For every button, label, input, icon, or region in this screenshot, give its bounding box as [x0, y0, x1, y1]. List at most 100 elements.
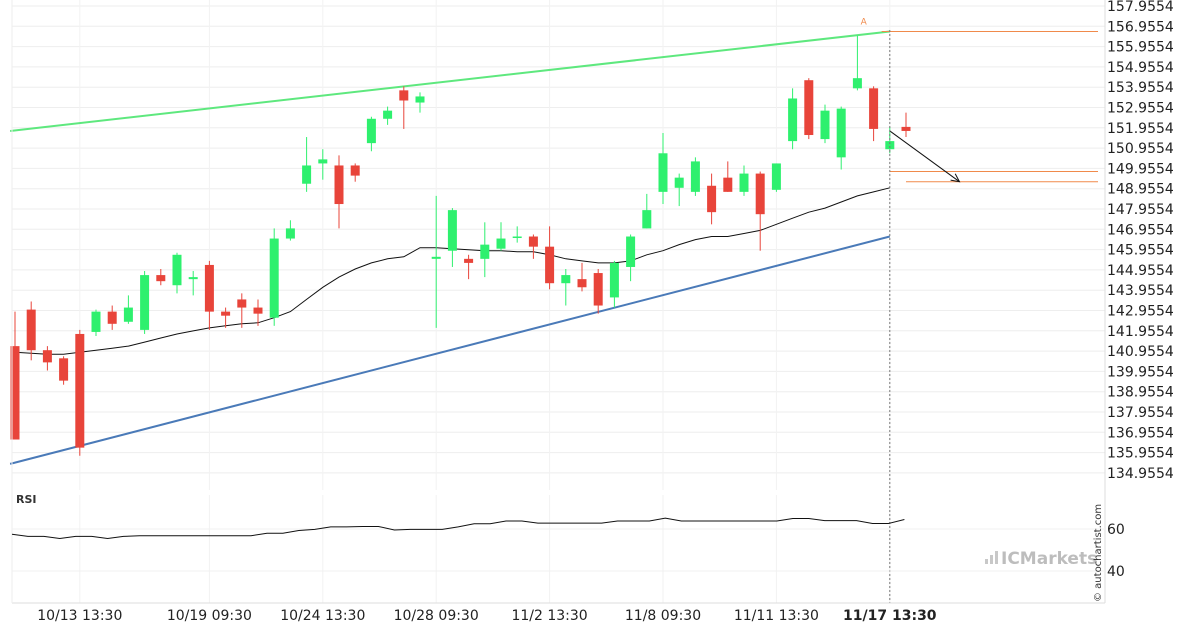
candle [285, 220, 295, 241]
candle [901, 112, 911, 138]
candle-body [366, 118, 376, 144]
candle [91, 309, 101, 336]
candle [75, 329, 85, 456]
price-tick-label: 151.9554 [1107, 121, 1174, 137]
price-tick-label: 157.9554 [1107, 0, 1174, 15]
rsi-axis-label: 60 [1107, 522, 1125, 538]
candle [480, 222, 490, 278]
price-tick-label: 149.9554 [1107, 161, 1174, 177]
candle [804, 78, 814, 140]
candle-body [739, 173, 749, 192]
candle [253, 299, 263, 326]
candle-body [707, 185, 717, 213]
candle [528, 234, 538, 259]
lower-channel-line [9, 235, 891, 465]
candle [156, 268, 166, 286]
candle [609, 260, 619, 308]
candle-body [350, 165, 360, 176]
candle-body [755, 173, 765, 215]
candle [172, 252, 182, 294]
watermark: © autochartist.com [1093, 504, 1104, 602]
price-tick-label: 135.9554 [1107, 446, 1174, 462]
candle [642, 193, 652, 229]
price-tick-label: 134.9554 [1107, 466, 1174, 482]
candle-body [771, 163, 781, 190]
candle-body [253, 307, 263, 314]
candle [739, 165, 749, 196]
candle-body [480, 244, 490, 259]
candle-body [26, 309, 36, 351]
price-tick-label: 145.9554 [1107, 243, 1174, 259]
candle [269, 228, 279, 326]
candle-body [431, 256, 441, 259]
price-tick-label: 139.9554 [1107, 364, 1174, 380]
candle [545, 226, 555, 290]
candle-body [75, 333, 85, 448]
price-tick-label: 154.9554 [1107, 60, 1174, 76]
price-tick-label: 143.9554 [1107, 283, 1174, 299]
candle [383, 106, 393, 125]
candle [496, 222, 506, 251]
candle [302, 137, 312, 192]
candle [771, 163, 781, 192]
candle [658, 132, 668, 205]
candle [577, 262, 587, 292]
candle-body [447, 210, 457, 251]
candle [820, 104, 830, 144]
candle [237, 293, 247, 328]
candle-body [885, 141, 895, 150]
candle [836, 106, 846, 170]
candle-body [140, 275, 150, 330]
candle [447, 208, 457, 267]
rsi-axis-label: 40 [1107, 564, 1125, 580]
candle-body [577, 279, 587, 288]
price-tick-label: 141.9554 [1107, 324, 1174, 340]
time-axis: 10/13 13:30 10/19 09:30 10/24 13:30 10/28 0… [37, 608, 937, 624]
price-tick-label: 146.9554 [1107, 222, 1174, 238]
time-tick-label: 10/13 13:30 [37, 608, 122, 624]
candle-body [820, 110, 830, 140]
candle [107, 305, 117, 330]
candle-body [285, 228, 295, 239]
candle-body [609, 262, 619, 298]
rsi-line [11, 517, 905, 540]
candle [334, 155, 344, 229]
price-tick-label: 153.9554 [1107, 80, 1174, 96]
price-tick-label: 147.9554 [1107, 202, 1174, 218]
candle [221, 307, 231, 328]
candle-body [512, 236, 522, 239]
candle [690, 157, 700, 196]
candle [707, 173, 717, 225]
candle-body [723, 177, 733, 192]
candle-body [496, 238, 506, 249]
candle [26, 301, 36, 361]
price-tick-label: 140.9554 [1107, 344, 1174, 360]
price-tick-label: 136.9554 [1107, 425, 1174, 441]
candle-body [221, 311, 231, 316]
candle [415, 92, 425, 113]
price-tick-label: 138.9554 [1107, 385, 1174, 401]
rsi-title: RSI [16, 493, 37, 506]
time-tick-label: 11/11 13:30 [734, 608, 819, 624]
grid [12, 0, 1105, 603]
forecast-arrow-head [950, 173, 961, 183]
candle [366, 116, 376, 152]
candle-body [318, 159, 328, 164]
candle-body [59, 358, 69, 381]
candle-body [156, 275, 166, 282]
bars-icon [985, 551, 998, 564]
candle-body [658, 153, 668, 192]
rsi-panel: RSI 60 40 [11, 493, 1125, 580]
price-tick-label: 142.9554 [1107, 304, 1174, 320]
candle [788, 88, 798, 150]
candle-body [869, 88, 879, 129]
candle [869, 86, 879, 142]
candle-body [836, 108, 846, 158]
candle [204, 260, 214, 330]
forecast-arrow-line [889, 130, 960, 183]
candle [464, 254, 474, 280]
price-tick-label: 150.9554 [1107, 141, 1174, 157]
candle-body [788, 98, 798, 142]
candle-body [528, 236, 538, 247]
